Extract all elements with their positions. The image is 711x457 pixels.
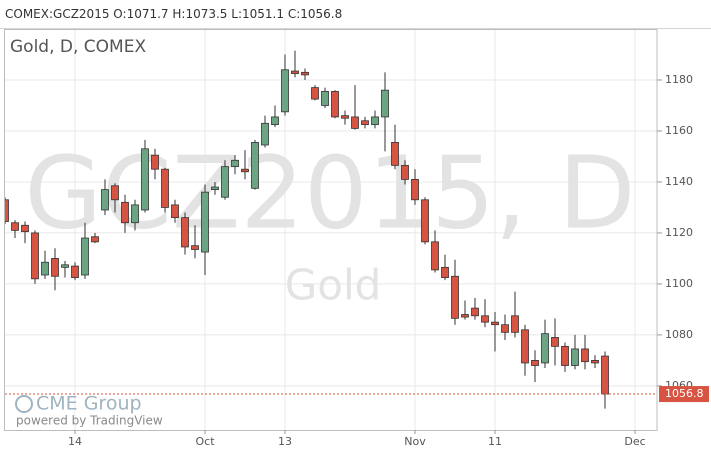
powered-by: powered by TradingView	[16, 414, 163, 428]
candle-body	[371, 116, 379, 125]
candle-body	[151, 154, 159, 170]
candle-body	[571, 348, 579, 366]
y-tick-label: 1080	[665, 328, 693, 341]
candle-body	[331, 91, 339, 118]
watermark: GCZ2015, D	[25, 134, 636, 251]
candle-body	[321, 91, 329, 106]
candle-body	[431, 241, 439, 271]
candle-body	[361, 120, 369, 125]
plot-frame	[4, 29, 658, 431]
symbol: COMEX:GCZ2015	[5, 7, 109, 21]
y-tick-label: 1160	[665, 124, 693, 137]
close-label: C:1056.8	[288, 7, 342, 21]
candle-body	[231, 159, 239, 168]
candle-body	[181, 217, 189, 248]
candle-body	[201, 191, 209, 253]
candle-body	[531, 360, 539, 366]
open-label: O:1071.7	[113, 7, 168, 21]
candle-body	[591, 360, 599, 364]
candle-body	[551, 337, 559, 347]
candle-body	[441, 266, 449, 278]
candle-body	[221, 166, 229, 198]
candle-body	[41, 261, 49, 276]
candle-body	[61, 264, 69, 268]
y-tick-label: 1100	[665, 277, 693, 290]
candle-body	[521, 329, 529, 364]
candle-body	[601, 355, 609, 395]
x-tick-label: 13	[278, 435, 292, 448]
candle-body	[351, 116, 359, 129]
logo-text: CME Group	[36, 393, 142, 415]
low-label: L:1051.1	[231, 7, 284, 21]
candle-body	[21, 224, 29, 233]
y-tick-label: 1140	[665, 175, 693, 188]
chart-title: Gold, D, COMEX	[10, 37, 146, 57]
candle-body	[301, 71, 309, 76]
candle-body	[501, 324, 509, 333]
logo-icon	[15, 395, 33, 413]
high-label: H:1073.5	[172, 7, 227, 21]
candle-body	[281, 69, 289, 113]
candles	[5, 50, 657, 409]
candle-body	[101, 189, 109, 211]
candle-body	[11, 222, 19, 231]
candle-body	[81, 237, 89, 276]
candle-body	[401, 164, 409, 180]
candle-body	[5, 199, 9, 222]
candle-body	[121, 201, 129, 224]
candle-body	[111, 185, 119, 201]
x-tick-label: Dec	[624, 435, 645, 448]
candle-body	[91, 236, 99, 243]
candle-body	[491, 321, 499, 326]
candle-body	[191, 245, 199, 250]
candle-body	[141, 148, 149, 211]
candle-body	[581, 348, 589, 363]
candle-body	[131, 204, 139, 224]
candle-body	[471, 307, 479, 317]
candle-body	[31, 232, 39, 280]
candle-body	[71, 265, 79, 278]
candle-body	[241, 168, 249, 173]
watermark-subtitle: Gold	[285, 261, 382, 310]
candle-body	[561, 345, 569, 366]
candle-body	[411, 178, 419, 201]
header-text: COMEX:GCZ2015 O:1071.7 H:1073.5 L:1051.1…	[5, 7, 342, 21]
candle-body	[311, 87, 319, 100]
candle-body	[171, 204, 179, 219]
last-price-label: 1056.8	[665, 387, 704, 400]
x-tick-label: 14	[68, 435, 82, 448]
candle-body	[291, 70, 299, 74]
candle-body	[271, 116, 279, 125]
candle-body	[541, 333, 549, 364]
x-tick-label: Oct	[195, 435, 215, 448]
header-bar	[0, 0, 711, 28]
x-tick-label: Nov	[404, 435, 426, 448]
candle-body	[381, 89, 389, 118]
candle-body	[461, 314, 469, 318]
candle-body	[261, 122, 269, 146]
candle-body	[451, 275, 459, 319]
y-tick-label: 1120	[665, 226, 693, 239]
candle-body	[161, 168, 169, 208]
candle-body	[391, 142, 399, 166]
candle-body	[421, 199, 429, 243]
candle-body	[341, 115, 349, 119]
x-tick-label: 11	[488, 435, 502, 448]
logo: CME Group powered by TradingView	[15, 393, 163, 428]
candle-body	[511, 315, 519, 333]
candle-body	[51, 258, 59, 277]
candle-body	[251, 142, 259, 189]
candle-body	[211, 186, 219, 190]
last-price-box	[659, 386, 709, 403]
candle-body	[481, 315, 489, 323]
y-tick-label: 1180	[665, 73, 693, 86]
